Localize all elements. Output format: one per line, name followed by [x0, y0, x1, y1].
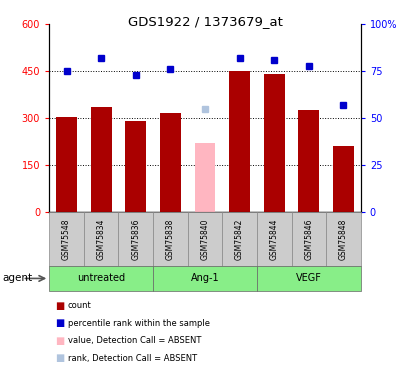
Bar [256, 212, 291, 266]
Bar [326, 212, 360, 266]
Text: GSM75840: GSM75840 [200, 218, 209, 260]
Bar [90, 107, 111, 212]
Bar [49, 266, 153, 291]
Text: GSM75548: GSM75548 [62, 218, 71, 260]
Text: count: count [67, 301, 91, 310]
Bar [118, 212, 153, 266]
Bar [153, 266, 256, 291]
Text: GSM75844: GSM75844 [269, 218, 278, 260]
Text: untreated: untreated [77, 273, 125, 284]
Text: agent: agent [2, 273, 32, 284]
Bar [298, 110, 319, 212]
Text: ■: ■ [55, 301, 64, 310]
Text: GSM75846: GSM75846 [303, 218, 312, 260]
Text: VEGF: VEGF [295, 273, 321, 284]
Bar [332, 146, 353, 212]
Text: rank, Detection Call = ABSENT: rank, Detection Call = ABSENT [67, 354, 196, 363]
Bar [194, 143, 215, 212]
Text: GSM75848: GSM75848 [338, 218, 347, 260]
Bar [83, 212, 118, 266]
Bar [187, 212, 222, 266]
Text: GDS1922 / 1373679_at: GDS1922 / 1373679_at [127, 15, 282, 28]
Bar [49, 212, 83, 266]
Text: GSM75838: GSM75838 [166, 218, 175, 260]
Text: GSM75834: GSM75834 [97, 218, 106, 260]
Text: Ang-1: Ang-1 [190, 273, 219, 284]
Bar [160, 113, 180, 212]
Text: percentile rank within the sample: percentile rank within the sample [67, 319, 209, 328]
Bar [125, 121, 146, 212]
Bar [229, 71, 249, 212]
Text: ■: ■ [55, 354, 64, 363]
Text: ■: ■ [55, 336, 64, 346]
Bar [56, 117, 77, 212]
Text: GSM75836: GSM75836 [131, 218, 140, 260]
Bar [291, 212, 326, 266]
Text: value, Detection Call = ABSENT: value, Detection Call = ABSENT [67, 336, 200, 345]
Text: GSM75842: GSM75842 [234, 218, 243, 260]
Bar [263, 74, 284, 212]
Text: ■: ■ [55, 318, 64, 328]
Bar [222, 212, 256, 266]
Bar [153, 212, 187, 266]
Bar [256, 266, 360, 291]
